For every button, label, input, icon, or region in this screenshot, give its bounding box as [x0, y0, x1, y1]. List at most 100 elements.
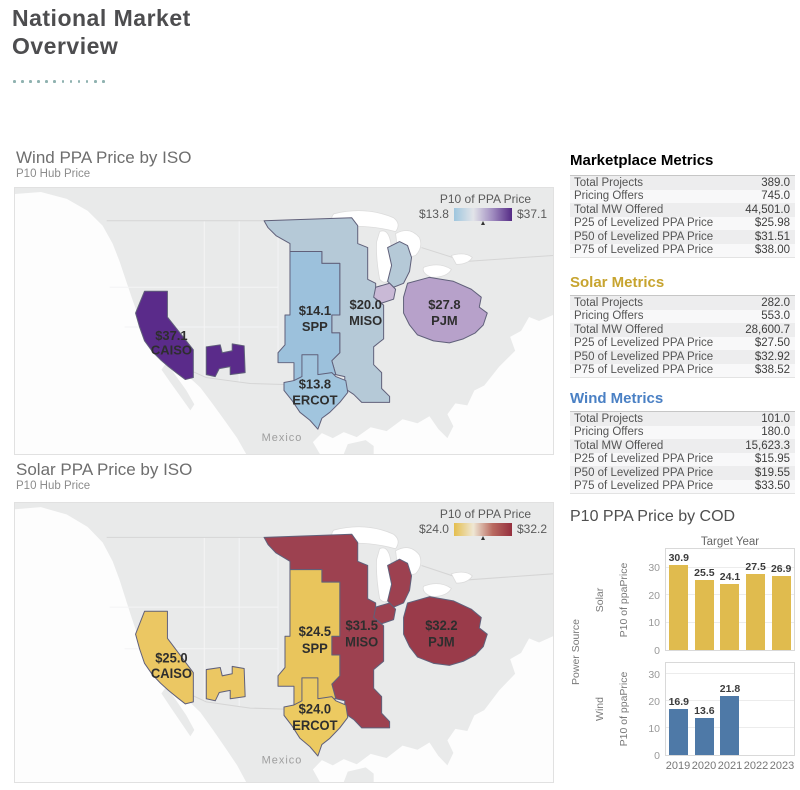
table-row: Total MW Offered 28,600.7 [570, 323, 795, 337]
marketplace-metrics-title: Marketplace Metrics [570, 152, 714, 169]
solar-map-region-comed[interactable] [373, 602, 397, 625]
solar-bar-2019[interactable] [669, 565, 689, 650]
solar-map-title: Solar PPA Price by ISO [16, 460, 193, 479]
wind-map-subtitle: P10 Hub Price [16, 168, 91, 180]
solar-ytick: 0 [654, 645, 660, 657]
wind-legend-gradient[interactable] [453, 207, 512, 225]
table-row: P50 of Levelized PPA Price $19.55 [570, 466, 795, 480]
wind-miso-price-label: $20.0 [350, 297, 382, 312]
wind-map-region-caiso-az[interactable] [205, 343, 246, 378]
solar-map-canvas: $25.0 CAISO $24.5 SPP $24.0 ERCOT $31.5 … [15, 503, 553, 782]
bar-value-label: 24.1 [719, 570, 741, 583]
cod-col-facet-label: Target Year [700, 536, 760, 548]
solar-map-region-caiso-az[interactable] [205, 665, 246, 702]
table-row: Pricing Offers 180.0 [570, 425, 795, 439]
solar-pjm-name-label: PJM [428, 634, 455, 649]
table-row: Total MW Offered 44,501.0 [570, 203, 795, 217]
solar-ercot-name-label: ERCOT [292, 718, 337, 733]
yucatan-peninsula [343, 440, 374, 454]
table-row: Pricing Offers 745.0 [570, 189, 795, 203]
wind-legend-min: $13.8 [418, 207, 449, 221]
solar-spp-name-label: SPP [302, 641, 328, 656]
bar-value-label: 27.5 [745, 561, 766, 574]
solar-map-region-caiso[interactable] [135, 610, 194, 705]
lake-ontario [450, 253, 473, 265]
table-row: Total Projects 101.0 [570, 412, 795, 426]
wind-bar-2021[interactable] [720, 696, 740, 755]
bar-value-label: 13.6 [694, 705, 715, 718]
cod-wind-panel: 16.9 13.6 21.8 [665, 662, 795, 756]
solar-map-subtitle: P10 Hub Price [16, 480, 91, 492]
cod-x-axis: 2019 2020 2021 2022 2023 [665, 760, 795, 772]
x-tick-2023: 2023 [769, 760, 795, 772]
bar-value-label: 16.9 [668, 696, 690, 709]
solar-ercot-price-label: $24.0 [299, 701, 331, 716]
lake-erie [422, 583, 452, 598]
solar-map-legend: P10 of PPA Price $24.0 $32.2 [419, 507, 547, 540]
wind-mexico-label: Mexico [262, 432, 303, 444]
table-row: P25 of Levelized PPA Price $27.50 [570, 336, 795, 350]
solar-map-region-pjm[interactable] [403, 596, 488, 666]
wind-map-region-spp[interactable] [277, 251, 341, 382]
page-title: National Market Overview [12, 4, 191, 60]
wind-map-region-comed[interactable] [373, 282, 397, 304]
wind-ytick: 10 [648, 723, 660, 735]
wind-bar-2019[interactable] [669, 709, 689, 755]
baja-peninsula [161, 686, 195, 737]
lake-ontario [450, 571, 473, 584]
x-tick-2021: 2021 [717, 760, 743, 772]
solar-bar-2021[interactable] [720, 583, 740, 650]
legend-caret-icon [480, 535, 485, 540]
solar-bar-2022[interactable] [746, 574, 766, 650]
table-row: P25 of Levelized PPA Price $25.98 [570, 216, 795, 230]
table-row: P25 of Levelized PPA Price $15.95 [570, 452, 795, 466]
solar-map-region-miso-michigan[interactable] [387, 558, 413, 608]
solar-legend-gradient[interactable] [453, 522, 512, 540]
land-outline [15, 188, 553, 454]
x-tick-2020: 2020 [691, 760, 717, 772]
solar-bar-2023[interactable] [771, 576, 791, 650]
cod-wind-yaxis-label: P10 of ppaPrice [618, 671, 630, 747]
page-title-line1: National Market [12, 5, 191, 31]
wind-ytick: 0 [654, 750, 660, 762]
solar-map-region-ercot[interactable] [283, 677, 349, 757]
solar-legend-max: $32.2 [516, 522, 547, 536]
solar-caiso-price-label: $25.0 [155, 650, 187, 665]
wind-bar-2020[interactable] [694, 718, 714, 755]
solar-map: $25.0 CAISO $24.5 SPP $24.0 ERCOT $31.5 … [14, 502, 554, 783]
table-row: P75 of Levelized PPA Price $38.52 [570, 363, 795, 377]
table-row: P50 of Levelized PPA Price $32.92 [570, 350, 795, 364]
wind-map-region-miso-michigan[interactable] [387, 241, 413, 288]
solar-ytick: 10 [648, 617, 660, 629]
table-row: Total Projects 282.0 [570, 296, 795, 310]
wind-spp-name-label: SPP [302, 319, 328, 334]
wind-map-legend: P10 of PPA Price $13.8 $37.1 [418, 192, 547, 225]
bar-value-label: 30.9 [668, 552, 690, 565]
wind-legend-max: $37.1 [516, 207, 547, 221]
solar-caiso-name-label: CAISO [151, 666, 192, 681]
table-row: Pricing Offers 553.0 [570, 309, 795, 323]
wind-map-region-ercot[interactable] [283, 354, 349, 430]
wind-ercot-price-label: $13.8 [299, 377, 331, 392]
solar-metrics-title: Solar Metrics [570, 274, 665, 291]
wind-metrics-table: Total Projects 101.0 Pricing Offers 180.0 … [570, 411, 795, 494]
bar-value-label: 26.9 [770, 563, 792, 576]
table-row: P75 of Levelized PPA Price $38.00 [570, 243, 795, 257]
solar-map-region-spp[interactable] [277, 569, 341, 706]
wind-miso-name-label: MISO [349, 313, 382, 328]
wind-map-region-caiso[interactable] [135, 290, 194, 381]
table-row: Total Projects 389.0 [570, 176, 795, 190]
wind-ytick: 30 [648, 669, 660, 681]
legend-caret-icon [480, 220, 485, 225]
cod-solar-yaxis-label: P10 of ppaPrice [618, 562, 630, 638]
marketplace-metrics-table: Total Projects 389.0 Pricing Offers 745.0 … [570, 175, 795, 258]
solar-bar-2020[interactable] [694, 579, 714, 650]
solar-legend-title: P10 of PPA Price [439, 507, 531, 521]
dotted-divider [13, 80, 105, 83]
wind-map-region-pjm[interactable] [403, 276, 488, 344]
solar-pjm-price-label: $32.2 [425, 618, 457, 633]
bar-value-label: 21.8 [719, 683, 741, 696]
solar-mexico-label: Mexico [262, 754, 303, 766]
wind-pjm-price-label: $27.8 [428, 297, 460, 312]
cod-wind-facet-label: Wind [594, 697, 606, 721]
